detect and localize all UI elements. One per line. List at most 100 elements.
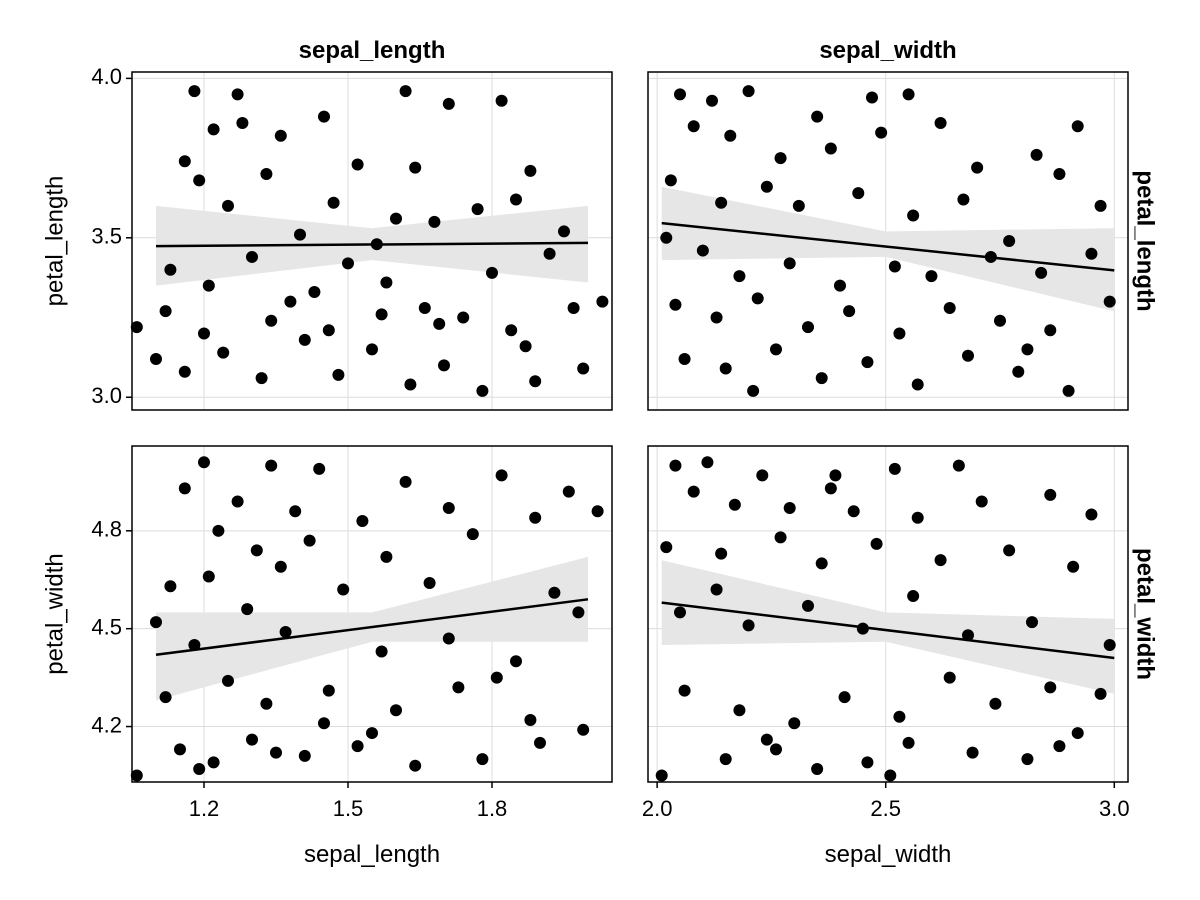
data-point (322, 324, 335, 337)
data-point (457, 311, 470, 324)
data-point (337, 583, 350, 596)
data-point (476, 384, 489, 397)
data-point (669, 459, 682, 472)
data-point (742, 85, 755, 98)
data-point (366, 343, 378, 356)
data-point (495, 94, 508, 107)
data-point (952, 459, 965, 472)
data-point (231, 495, 244, 508)
data-point (943, 301, 956, 314)
data-point (548, 586, 561, 599)
data-point (834, 279, 846, 292)
data-point (188, 85, 201, 98)
data-point (811, 762, 824, 775)
data-point (902, 736, 915, 749)
y-tick-label: 4.2 (91, 712, 122, 737)
data-point (274, 560, 287, 573)
data-point (1085, 508, 1098, 521)
data-point (519, 340, 532, 353)
data-point (770, 743, 782, 756)
data-point (231, 88, 244, 101)
data-point (529, 375, 542, 388)
data-point (756, 469, 769, 482)
data-point (994, 314, 1006, 327)
data-point (202, 279, 215, 292)
data-point (471, 203, 484, 216)
data-point (390, 704, 402, 717)
data-point (715, 547, 728, 560)
data-point (442, 97, 455, 110)
data-point (783, 257, 796, 270)
y-tick-label: 4.5 (91, 614, 122, 639)
data-point (1071, 120, 1084, 133)
data-point (524, 164, 537, 177)
data-point (274, 129, 287, 142)
data-point (664, 174, 677, 187)
data-point (246, 250, 258, 263)
data-point (655, 769, 668, 782)
data-point (687, 120, 700, 133)
data-point (294, 228, 306, 241)
data-point (907, 209, 920, 222)
data-point (260, 697, 273, 710)
data-point (409, 759, 422, 772)
data-point (596, 295, 609, 308)
data-point (1085, 247, 1098, 260)
data-point (207, 756, 220, 769)
data-point (934, 554, 947, 567)
facet-title-col-1: sepal_width (819, 37, 956, 64)
data-point (567, 301, 580, 314)
data-point (943, 671, 956, 684)
data-point (733, 704, 746, 717)
data-point (178, 365, 191, 378)
y-tick-label: 4.8 (91, 517, 122, 542)
data-point (313, 462, 326, 475)
data-point (1012, 365, 1025, 378)
data-point (572, 606, 585, 619)
data-point (710, 311, 723, 324)
data-point (279, 625, 292, 638)
data-point (399, 475, 412, 488)
data-point (847, 505, 860, 518)
data-point (318, 717, 330, 730)
data-point (490, 671, 503, 684)
data-point (902, 88, 915, 101)
data-point (1021, 343, 1034, 356)
data-point (829, 469, 842, 482)
data-point (351, 740, 364, 753)
data-point (577, 723, 590, 736)
data-point (788, 717, 801, 730)
data-point (423, 577, 436, 590)
x-tick-label: 3.0 (1099, 796, 1130, 821)
data-point (308, 286, 321, 299)
data-point (250, 544, 263, 557)
x-axis-label-col-0: sepal_length (304, 841, 440, 868)
data-point (706, 94, 718, 107)
data-point (298, 749, 311, 762)
panel-r1-c0: 4.2 4.5 4.8 1.2 1.5 1.8 (91, 445, 613, 821)
data-point (1030, 148, 1043, 161)
data-point (332, 368, 345, 381)
data-point (893, 710, 906, 723)
x-tick-label: 1.2 (189, 796, 220, 821)
data-point (802, 321, 814, 334)
data-point (1103, 638, 1116, 651)
data-point (241, 603, 254, 616)
data-point (370, 238, 383, 251)
data-point (130, 769, 143, 782)
y-axis-label-row-0: petal_length (41, 176, 68, 307)
data-point (724, 129, 737, 142)
data-point (866, 91, 878, 104)
confidence-band (156, 556, 588, 701)
data-point (843, 305, 856, 318)
data-point (962, 629, 974, 642)
data-point (150, 352, 162, 365)
data-point (792, 199, 805, 212)
y-axis-label-row-1: petal_width (41, 553, 68, 674)
data-point (356, 515, 369, 528)
data-point (770, 343, 782, 356)
data-point (783, 501, 796, 514)
data-point (222, 199, 234, 212)
data-point (380, 550, 393, 563)
data-point (193, 174, 206, 187)
